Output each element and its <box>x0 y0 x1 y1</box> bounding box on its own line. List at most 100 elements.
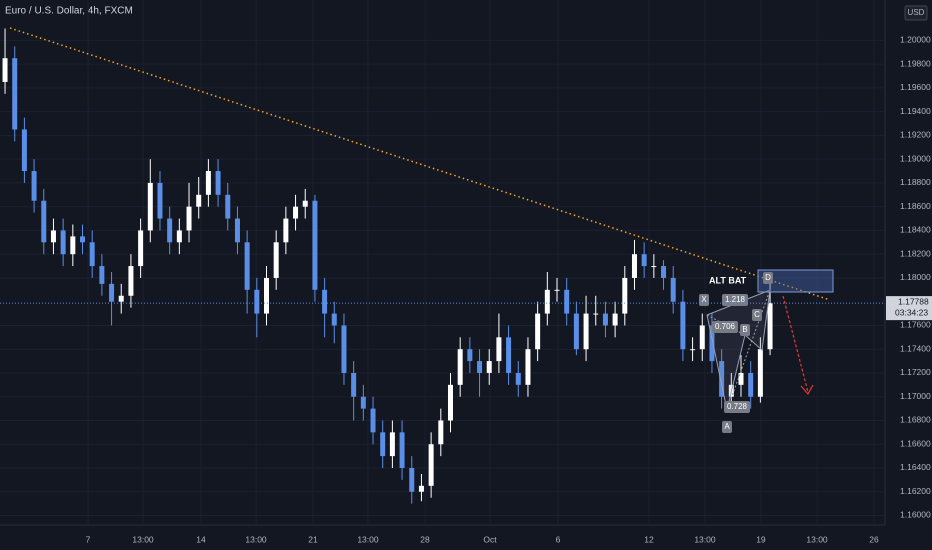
candle-body <box>467 349 473 362</box>
candle-body <box>273 242 279 278</box>
point-label: C <box>754 310 760 319</box>
candle-body <box>293 206 299 219</box>
candle-body <box>525 349 531 385</box>
candle-body <box>12 58 18 130</box>
candle-body <box>573 313 579 350</box>
candle-body <box>602 313 608 326</box>
x-tick-label: 26 <box>869 534 879 544</box>
candle-body <box>622 277 628 314</box>
candle-body <box>651 266 657 268</box>
candle-body <box>631 254 637 278</box>
candle-body <box>263 277 269 314</box>
candle-body <box>680 301 686 350</box>
candle-body <box>641 254 647 267</box>
candle-body <box>748 372 754 397</box>
candle-body <box>128 266 134 296</box>
target-zone <box>757 269 834 293</box>
candle-body <box>389 432 395 457</box>
candle-body <box>31 171 37 201</box>
candle-body <box>157 182 163 219</box>
candle-body <box>767 303 773 350</box>
candle-body <box>544 289 550 314</box>
candle-body <box>370 408 376 433</box>
candle-body <box>418 485 424 492</box>
y-tick-label: 1.19000 <box>900 153 931 163</box>
candle-body <box>322 289 328 314</box>
x-tick-label: 13:00 <box>694 534 716 544</box>
price-label-box <box>886 296 932 321</box>
candle-body <box>409 467 415 492</box>
y-tick-label: 1.19600 <box>900 82 931 92</box>
point-box <box>722 421 732 433</box>
y-tick-label: 1.19800 <box>900 58 931 68</box>
candle-body <box>447 384 453 421</box>
candle-body <box>215 171 221 195</box>
candle-body <box>496 337 502 362</box>
candle-body <box>283 218 289 243</box>
candle-body <box>341 325 347 373</box>
y-tick-label: 1.19400 <box>900 106 931 116</box>
x-tick-label: 14 <box>196 534 206 544</box>
point-box <box>752 309 762 321</box>
ratio-label: 0.728 <box>727 402 748 411</box>
candle-body <box>612 313 618 326</box>
candle-body <box>564 289 570 314</box>
candle-body <box>428 444 434 486</box>
candle-body <box>147 182 153 231</box>
currency[interactable]: USD <box>908 8 925 17</box>
y-tick-label: 1.18400 <box>900 225 931 235</box>
x-tick-label: 6 <box>556 534 561 544</box>
y-tick-label: 1.17600 <box>900 320 931 330</box>
candle-body <box>186 206 192 231</box>
y-tick-label: 1.17400 <box>900 343 931 353</box>
x-tick-label: 13:00 <box>806 534 828 544</box>
x-tick-label: Oct <box>483 534 497 544</box>
point-label: D <box>765 273 771 282</box>
ratio-box <box>724 401 750 413</box>
countdown: 03:34:23 <box>895 307 928 317</box>
candle-body <box>331 313 337 326</box>
y-tick-label: 1.17200 <box>900 367 931 377</box>
candle-body <box>167 218 173 243</box>
pattern-name: ALT BAT <box>709 275 747 285</box>
y-tick-label: 1.18600 <box>900 201 931 211</box>
y-tick-label: 1.18800 <box>900 177 931 187</box>
candle-body <box>89 242 95 267</box>
candle-body <box>477 361 483 373</box>
x-tick-label: 19 <box>756 534 766 544</box>
candle-body <box>515 372 521 385</box>
candle-body <box>99 266 105 284</box>
candle-body <box>380 432 386 457</box>
currency-box[interactable] <box>904 5 928 21</box>
candle-body <box>699 325 705 350</box>
candle-body <box>41 200 47 243</box>
candle-body <box>21 129 27 172</box>
ratio-label: 1.218 <box>725 295 746 304</box>
candle-body <box>2 58 8 82</box>
candle-body <box>690 349 696 351</box>
projection-arrow <box>782 295 809 393</box>
ratio-label: 0.706 <box>715 322 736 331</box>
candle-body <box>399 432 405 468</box>
candle-body <box>50 230 56 243</box>
candle-body <box>176 230 182 243</box>
point-label: X <box>701 295 707 304</box>
candle-body <box>593 313 599 315</box>
candle-body <box>438 420 444 445</box>
candle-body <box>486 361 492 373</box>
candle-body <box>60 230 66 255</box>
candle-body <box>70 236 76 255</box>
arrow-head <box>800 384 814 396</box>
candle-body <box>312 200 318 290</box>
y-tick-label: 1.19200 <box>900 130 931 140</box>
x-tick-label: 21 <box>308 534 318 544</box>
x-tick-label: 12 <box>644 534 654 544</box>
y-tick-label: 1.16400 <box>900 462 931 472</box>
candle-body <box>118 295 124 302</box>
price-label: 1.17788 <box>898 296 929 306</box>
candle-body <box>360 396 366 409</box>
candles <box>0 0 885 525</box>
candle-body <box>138 230 144 267</box>
y-tick-label: 1.16000 <box>900 510 931 520</box>
candle-body <box>196 194 202 207</box>
